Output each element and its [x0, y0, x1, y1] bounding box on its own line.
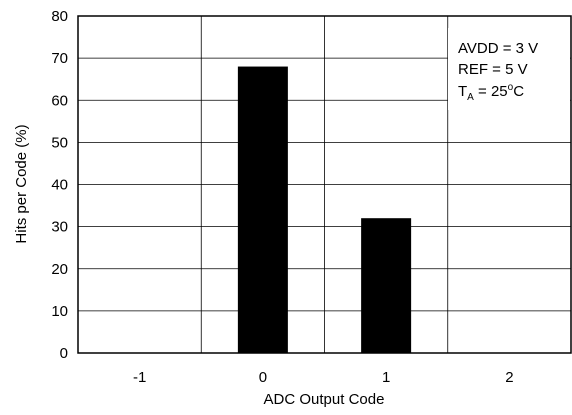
y-axis-label: Hits per Code (%): [13, 124, 30, 243]
bar-code-0: [237, 66, 288, 354]
x-axis-label: ADC Output Code: [264, 391, 385, 408]
bar-code-1: [361, 218, 412, 353]
y-tick-label: 70: [51, 50, 68, 67]
x-tick-label: 2: [505, 369, 513, 386]
annotation-avdd: AVDD = 3 V: [458, 40, 538, 57]
x-tick-label: 0: [259, 369, 267, 386]
bars: [237, 66, 412, 354]
y-tick-label: 20: [51, 261, 68, 278]
annotation-degree: o: [508, 82, 514, 93]
y-tick-label: 60: [51, 92, 68, 109]
x-tick-label: -1: [133, 369, 146, 386]
annotation-unit: C: [513, 83, 524, 100]
y-tick-label: 50: [51, 134, 68, 151]
x-tick-label: 1: [382, 369, 390, 386]
annotation-ref: REF = 5 V: [458, 61, 528, 78]
annotation-t-subscript: A: [467, 92, 474, 103]
annotation-background: [448, 28, 570, 110]
y-tick-label: 40: [51, 177, 68, 194]
y-tick-labels: 0 10 20 30 40 50 60 70 80: [51, 8, 68, 362]
annotation-temperature: TA = 25oC: [458, 82, 524, 103]
y-tick-label: 10: [51, 303, 68, 320]
annotation-t: T: [458, 83, 467, 100]
y-tick-label: 30: [51, 219, 68, 236]
annotation-t-value: = 25: [474, 83, 508, 100]
conditions-annotation: AVDD = 3 V REF = 5 V TA = 25oC: [448, 28, 570, 110]
y-tick-label: 0: [60, 345, 68, 362]
y-tick-label: 80: [51, 8, 68, 25]
plot-frame: [77, 15, 572, 354]
x-tick-labels: -1 0 1 2: [133, 369, 514, 386]
